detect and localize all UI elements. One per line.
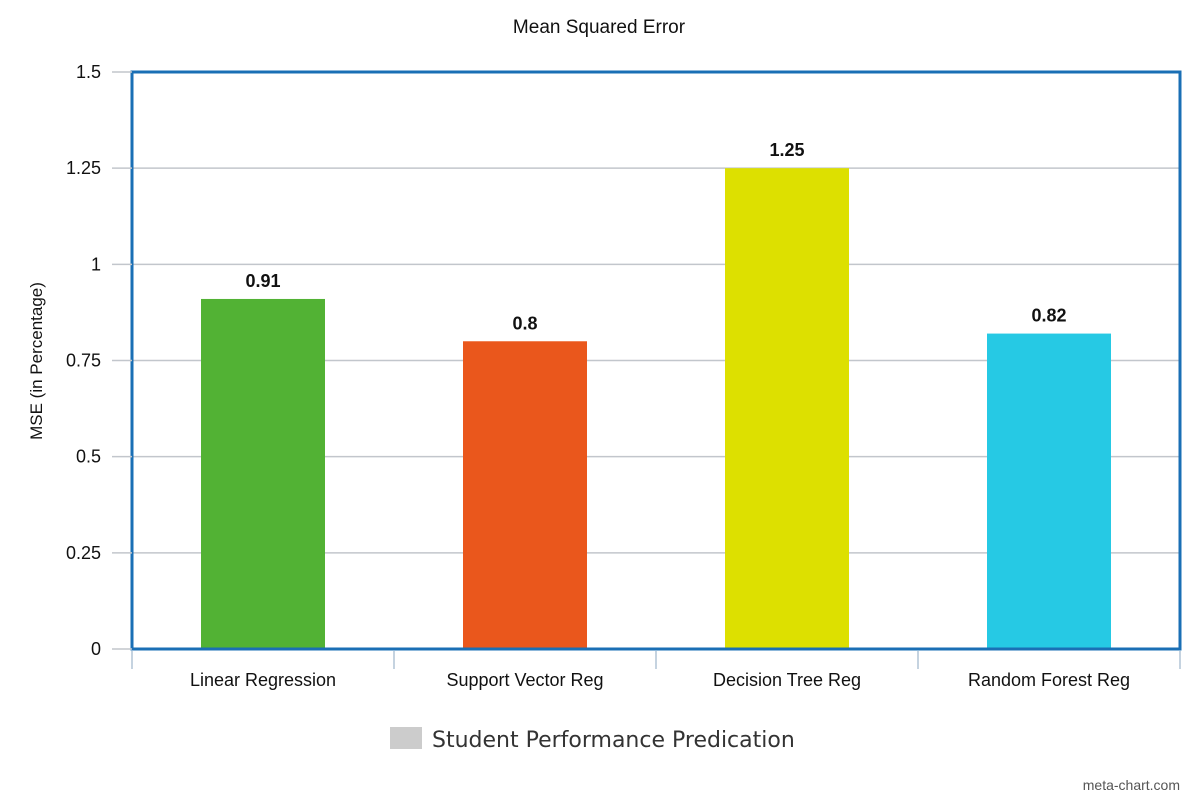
x-axis: Linear Regression Support Vector Reg Decis…: [131, 651, 1181, 690]
bar: [725, 168, 849, 649]
bars: 0.91 0.8 1.25 0.82: [201, 140, 1111, 649]
x-tick-label: Decision Tree Reg: [713, 670, 861, 690]
y-tick-label: 0: [91, 639, 101, 659]
x-tick-label: Support Vector Reg: [446, 670, 603, 690]
x-tick-label: Linear Regression: [190, 670, 336, 690]
x-tick-label: Random Forest Reg: [968, 670, 1130, 690]
bar-value-label: 0.8: [512, 313, 537, 333]
y-tick-label: 0.75: [66, 351, 101, 371]
legend-label: Student Performance Predication: [432, 728, 795, 753]
y-tick-label: 1.5: [76, 62, 101, 82]
y-tick-label: 0.5: [76, 447, 101, 467]
legend: Student Performance Predication: [390, 727, 795, 753]
bar-value-label: 0.82: [1031, 306, 1066, 326]
y-tick-label: 1.25: [66, 158, 101, 178]
bar: [463, 341, 587, 649]
chart-title: Mean Squared Error: [513, 17, 686, 38]
y-tick-label: 0.25: [66, 543, 101, 563]
y-axis-label: MSE (in Percentage): [27, 282, 46, 440]
legend-swatch: [390, 727, 422, 749]
y-axis-ticks: 0 0.25 0.5 0.75 1 1.25 1.5: [66, 62, 132, 659]
y-tick-label: 1: [91, 254, 101, 274]
bar-value-label: 1.25: [769, 140, 804, 160]
bar: [987, 333, 1111, 649]
credit-text: meta-chart.com: [1083, 777, 1180, 793]
bar-value-label: 0.91: [245, 271, 280, 291]
bar: [201, 298, 325, 649]
